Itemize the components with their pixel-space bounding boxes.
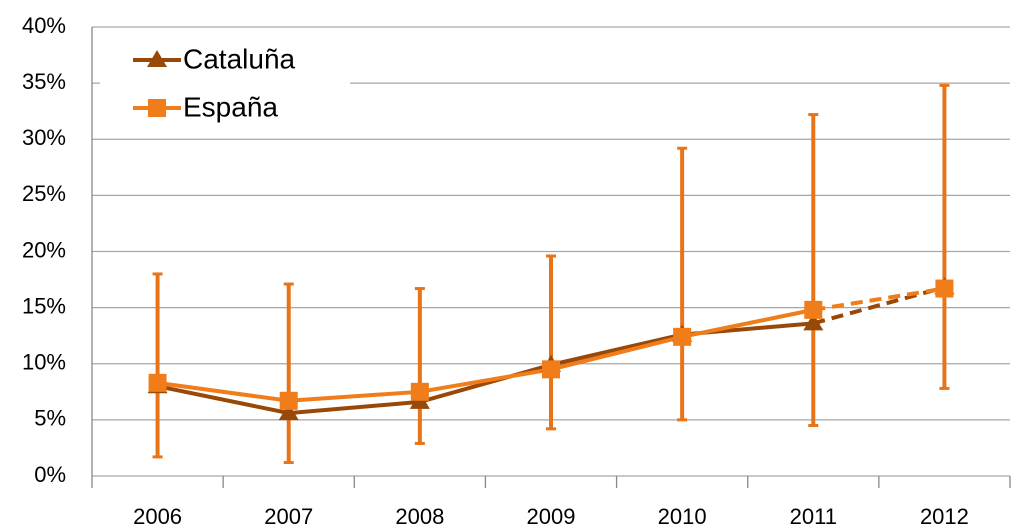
x-tick-label: 2006 — [133, 504, 182, 529]
point — [278, 403, 299, 421]
point — [935, 279, 954, 298]
x-tick-label: 2011 — [790, 504, 837, 529]
point — [410, 382, 429, 401]
point — [542, 360, 560, 379]
line-dashed — [812, 285, 945, 326]
y-tick-label: 0% — [34, 462, 66, 487]
x-tick-label: 2008 — [395, 504, 444, 529]
line-dashed — [812, 286, 945, 312]
y-tick-label: 25% — [22, 181, 66, 206]
legend-marker — [147, 50, 167, 67]
x-tick-label: 2012 — [920, 504, 969, 529]
x-tick-label: 2007 — [264, 504, 313, 529]
y-tick-label: 5% — [34, 406, 66, 431]
legend-label: Cataluña — [183, 43, 296, 74]
y-tick-label: 10% — [22, 350, 66, 375]
point — [148, 373, 167, 392]
legend-label: España — [183, 91, 278, 122]
x-tick-label: 2010 — [658, 504, 707, 529]
line — [157, 321, 814, 416]
y-tick-label: 40% — [22, 13, 66, 38]
point — [279, 391, 298, 410]
y-tick-label: 35% — [22, 69, 66, 94]
y-tick-label: 15% — [22, 293, 66, 318]
y-tick-label: 30% — [22, 125, 66, 150]
legend-bg — [100, 30, 350, 135]
x-tick-label: 2009 — [527, 504, 576, 529]
legend-marker — [148, 99, 166, 117]
point — [804, 300, 823, 319]
point — [803, 313, 824, 331]
y-tick-label: 20% — [22, 237, 66, 262]
line — [157, 307, 814, 403]
point — [673, 327, 692, 346]
